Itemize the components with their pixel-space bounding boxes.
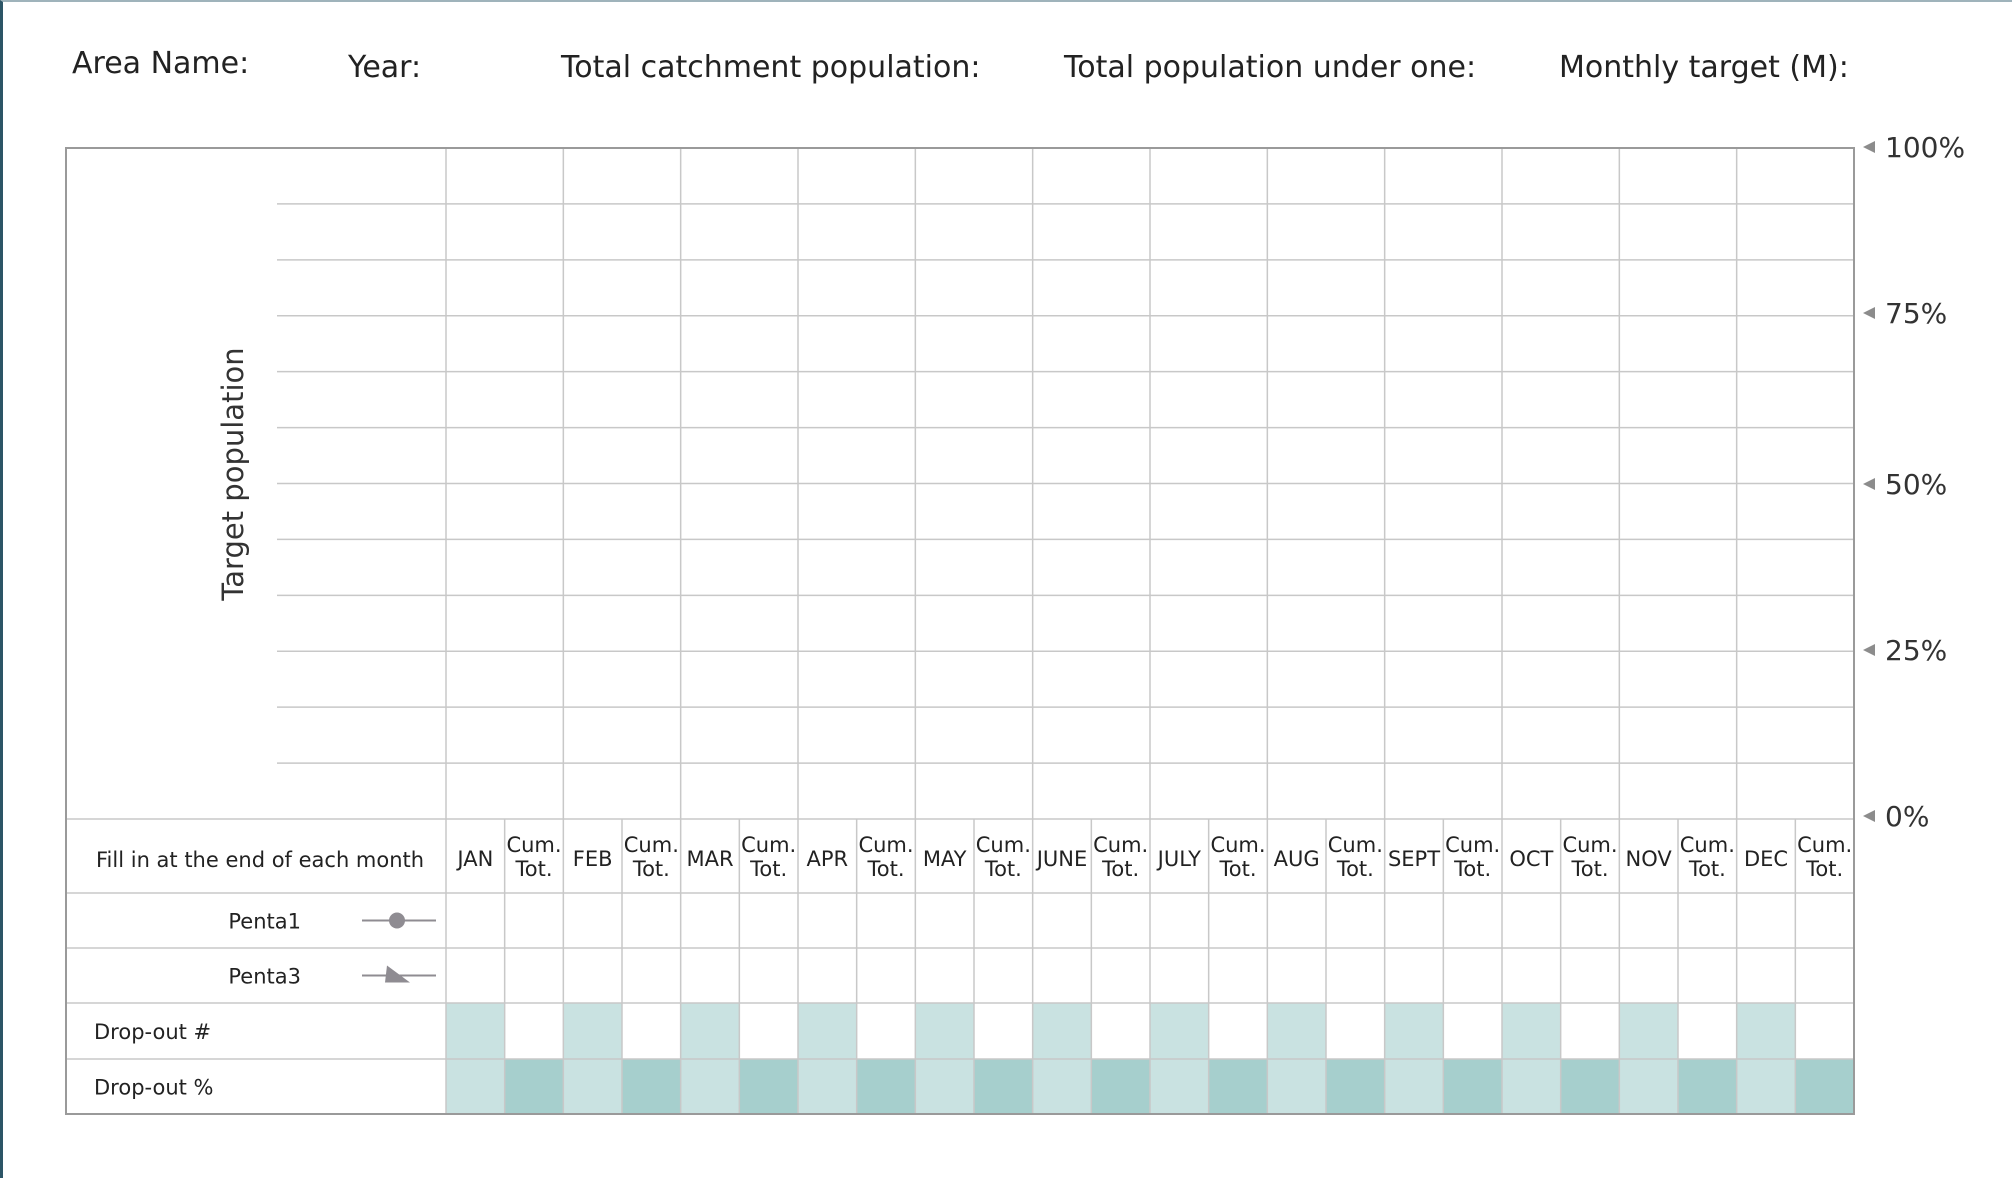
dropout-percent-cell[interactable] bbox=[563, 1059, 622, 1114]
percent-marker-icon bbox=[1863, 307, 1875, 319]
dropout-count-cell[interactable] bbox=[446, 1003, 505, 1059]
cum-total-header: Cum. bbox=[1445, 833, 1500, 857]
percent-marker-icon bbox=[1863, 141, 1875, 153]
triangle-marker-icon bbox=[385, 965, 410, 983]
dropout-percent-cell[interactable] bbox=[1502, 1059, 1561, 1114]
cum-total-header: Tot. bbox=[1101, 857, 1139, 881]
percent-marker-icon bbox=[1863, 478, 1875, 490]
month-header-dec: DEC bbox=[1744, 847, 1788, 871]
percent-tick-label: 0% bbox=[1885, 800, 1929, 833]
percent-tick-label: 75% bbox=[1885, 297, 1947, 330]
dropout-count-cell[interactable] bbox=[1032, 1003, 1092, 1059]
cum-total-header: Tot. bbox=[1805, 857, 1843, 881]
cum-total-header: Tot. bbox=[514, 857, 552, 881]
dropout-percent-cell[interactable] bbox=[680, 1059, 740, 1114]
dropout-percent-cell[interactable] bbox=[915, 1059, 974, 1114]
cum-total-header: Tot. bbox=[632, 857, 670, 881]
dropout-percent-cell[interactable] bbox=[1443, 1059, 1502, 1114]
dropout-count-cell[interactable] bbox=[1619, 1003, 1678, 1059]
dropout-percent-cell[interactable] bbox=[1091, 1059, 1150, 1114]
cum-total-header: Cum. bbox=[624, 833, 679, 857]
dropout-percent-cell[interactable] bbox=[798, 1059, 857, 1114]
dropout-percent-cell[interactable] bbox=[1326, 1059, 1385, 1114]
dropout-count-cell[interactable] bbox=[915, 1003, 974, 1059]
month-header-nov: NOV bbox=[1626, 847, 1673, 871]
total-catchment-population-label: Total catchment population: bbox=[561, 50, 981, 85]
dropout-percent-cell[interactable] bbox=[1384, 1059, 1444, 1114]
dropout-percent-cell[interactable] bbox=[1267, 1059, 1326, 1114]
dropout-count-cell[interactable] bbox=[1502, 1003, 1561, 1059]
dropout-count-cell[interactable] bbox=[680, 1003, 740, 1059]
percent-marker-icon bbox=[1863, 810, 1875, 822]
cum-total-header: Tot. bbox=[1570, 857, 1608, 881]
dropout-percent-cell[interactable] bbox=[446, 1059, 505, 1114]
month-header-apr: APR bbox=[807, 847, 849, 871]
cum-total-header: Tot. bbox=[1218, 857, 1256, 881]
month-header-oct: OCT bbox=[1509, 847, 1553, 871]
dropout-percent-cell[interactable] bbox=[1150, 1059, 1209, 1114]
dropout-count-cell[interactable] bbox=[798, 1003, 857, 1059]
chart-border bbox=[65, 147, 1855, 1115]
cum-total-header: Cum. bbox=[1210, 833, 1265, 857]
dropout-percent-label: Drop-out % bbox=[94, 1076, 214, 1100]
table-header-label: Fill in at the end of each month bbox=[96, 848, 424, 872]
dropout-count-label: Drop-out # bbox=[94, 1020, 211, 1044]
dropout-count-cell[interactable] bbox=[563, 1003, 622, 1059]
month-header-feb: FEB bbox=[573, 847, 613, 871]
cum-total-header: Cum. bbox=[858, 833, 913, 857]
row-label-penta3: Penta3 bbox=[228, 965, 301, 989]
cum-total-header: Tot. bbox=[749, 857, 787, 881]
dropout-count-cell[interactable] bbox=[1267, 1003, 1326, 1059]
month-header-june: JUNE bbox=[1035, 847, 1088, 871]
row-label-penta1: Penta1 bbox=[228, 910, 301, 934]
total-population-under-one-label: Total population under one: bbox=[1064, 50, 1477, 85]
cum-total-header: Cum. bbox=[506, 833, 561, 857]
dropout-percent-cell[interactable] bbox=[1795, 1059, 1854, 1114]
month-header-aug: AUG bbox=[1274, 847, 1320, 871]
cum-total-header: Cum. bbox=[1797, 833, 1852, 857]
dropout-percent-cell[interactable] bbox=[504, 1059, 564, 1114]
percent-tick-label: 25% bbox=[1885, 634, 1947, 667]
cum-total-header: Tot. bbox=[1336, 857, 1374, 881]
dropout-percent-cell[interactable] bbox=[1032, 1059, 1092, 1114]
dropout-count-cell[interactable] bbox=[1384, 1003, 1444, 1059]
cum-total-header: Tot. bbox=[866, 857, 904, 881]
percent-tick-label: 100% bbox=[1885, 131, 1965, 164]
dropout-percent-cell[interactable] bbox=[1678, 1059, 1737, 1114]
dropout-percent-cell[interactable] bbox=[1208, 1059, 1268, 1114]
dropout-percent-cell[interactable] bbox=[1560, 1059, 1620, 1114]
cum-total-header: Tot. bbox=[1688, 857, 1726, 881]
y-axis-label: Target population bbox=[216, 347, 250, 601]
dropout-count-cell[interactable] bbox=[1736, 1003, 1796, 1059]
cum-total-header: Cum. bbox=[741, 833, 796, 857]
dropout-percent-cell[interactable] bbox=[856, 1059, 916, 1114]
cum-total-header: Cum. bbox=[1680, 833, 1735, 857]
dropout-count-cell[interactable] bbox=[1150, 1003, 1209, 1059]
cum-total-header: Cum. bbox=[976, 833, 1031, 857]
percent-tick-label: 50% bbox=[1885, 468, 1947, 501]
month-header-july: JULY bbox=[1156, 847, 1201, 871]
month-header-sept: SEPT bbox=[1388, 847, 1440, 871]
area-name-label: Area Name: bbox=[72, 46, 250, 81]
monthly-target-label: Monthly target (M): bbox=[1559, 50, 1849, 85]
cum-total-header: Cum. bbox=[1562, 833, 1617, 857]
cum-total-header: Cum. bbox=[1328, 833, 1383, 857]
dropout-percent-cell[interactable] bbox=[1619, 1059, 1678, 1114]
dropout-percent-cell[interactable] bbox=[622, 1059, 681, 1114]
month-header-jan: JAN bbox=[455, 847, 493, 871]
dropout-percent-cell[interactable] bbox=[974, 1059, 1033, 1114]
dropout-percent-cell[interactable] bbox=[739, 1059, 798, 1114]
cum-total-header: Tot. bbox=[1453, 857, 1491, 881]
dropout-percent-cell[interactable] bbox=[1736, 1059, 1796, 1114]
cum-total-header: Tot. bbox=[984, 857, 1022, 881]
cum-total-header: Cum. bbox=[1093, 833, 1148, 857]
month-header-mar: MAR bbox=[686, 847, 733, 871]
percent-marker-icon bbox=[1863, 644, 1875, 656]
month-header-may: MAY bbox=[923, 847, 967, 871]
year-label: Year: bbox=[348, 50, 422, 85]
circle-marker-icon bbox=[389, 912, 405, 929]
